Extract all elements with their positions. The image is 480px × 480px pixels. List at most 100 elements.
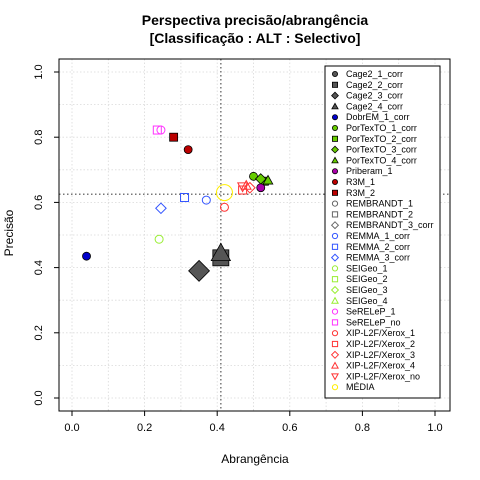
chart-title: Perspectiva precisão/abrangência (142, 12, 369, 28)
legend-marker (331, 384, 339, 391)
legend-marker (331, 91, 339, 100)
y-tick-label: 0.0 (33, 390, 45, 405)
legend-marker (331, 125, 338, 132)
legend-label: REMBRANDT_3_corr (346, 220, 434, 230)
legend-marker (331, 81, 338, 88)
legend-label: REMBRANDT_1 (346, 199, 413, 209)
legend-marker (331, 71, 338, 78)
data-point (201, 195, 211, 205)
legend-label: XIP-L2F/Xerox_4 (346, 361, 415, 371)
x-tick-label: 0.8 (355, 422, 370, 434)
legend-marker (331, 373, 339, 381)
legend-marker (330, 285, 340, 295)
x-tick-label: 0.6 (282, 422, 297, 434)
legend-label: SEIGeo_4 (346, 296, 388, 306)
legend-label: REMMA_1_corr (346, 231, 410, 241)
legend-marker (331, 102, 339, 110)
legend-marker (331, 200, 339, 207)
legend-marker (331, 211, 339, 218)
legend-label: PorTexTO_1_corr (346, 123, 417, 133)
legend-marker (331, 168, 338, 175)
legend-marker (331, 340, 339, 348)
legend-label: Cage2_4_corr (346, 101, 403, 111)
legend-marker (331, 296, 339, 304)
legend-label: Cage2_1_corr (346, 69, 403, 79)
legend-marker (331, 156, 339, 164)
legend-label: REMMA_2_corr (346, 242, 410, 252)
data-point (188, 259, 211, 282)
legend-marker (331, 178, 338, 185)
legend-label: MÉDIA (346, 382, 375, 392)
y-axis-ticks: 0.0 0.2 0.4 0.6 0.8 1.0 (33, 64, 59, 406)
legend-label: PorTexTO_3_corr (346, 145, 417, 155)
legend-label: SeRELeP_no (346, 317, 401, 327)
legend-marker (331, 232, 339, 240)
legend-marker (331, 308, 339, 315)
legend-marker (331, 330, 339, 337)
y-axis-label: Precisão (2, 209, 16, 256)
legend-label: Priberam_1 (346, 166, 393, 176)
legend-marker (330, 350, 340, 359)
data-point (249, 171, 258, 181)
x-tick-label: 0.0 (64, 422, 79, 434)
legend-label: SEIGeo_2 (346, 274, 388, 284)
legend-marker (331, 114, 338, 121)
data-point (219, 202, 229, 212)
legend-marker (331, 243, 339, 250)
data-point (82, 251, 91, 261)
legend-marker (331, 189, 338, 196)
legend-label: Cage2_2_corr (346, 80, 403, 90)
legend-label: XIP-L2F/Xerox_3 (346, 350, 415, 360)
legend-marker (331, 361, 339, 369)
data-point (256, 183, 266, 193)
legend-marker (330, 221, 340, 230)
legend-marker (331, 145, 339, 154)
y-tick-label: 0.8 (33, 130, 45, 145)
legend-box (324, 65, 441, 399)
legend-marker (331, 319, 339, 326)
y-tick-label: 1.0 (33, 64, 45, 79)
legend-marker (331, 265, 339, 272)
plot-frame (58, 58, 451, 412)
legend-label: XIP-L2F/Xerox_2 (346, 339, 415, 349)
legend-label: PorTexTO_4_corr (346, 155, 417, 165)
legend-label: SEIGeo_3 (346, 285, 388, 295)
x-tick-label: 0.4 (210, 422, 225, 434)
x-axis-label: Abrangência (221, 452, 289, 466)
data-point (152, 125, 162, 135)
data-point (262, 174, 274, 185)
chart-subtitle: [Classificação : ALT : Selectivo] (150, 30, 361, 46)
data-point (169, 132, 179, 142)
legend-label: R3M_1 (346, 177, 375, 187)
legend-label: REMMA_3_corr (346, 253, 410, 263)
legend-label: SeRELeP_1 (346, 307, 396, 317)
legend-label: XIP-L2F/Xerox_1 (346, 328, 415, 338)
data-points (82, 125, 274, 282)
data-point (154, 234, 164, 244)
data-point (243, 181, 256, 194)
data-point (180, 193, 190, 203)
legend-label: DobrEM_1_corr (346, 112, 410, 122)
y-tick-label: 0.4 (33, 260, 45, 275)
x-tick-label: 0.2 (137, 422, 152, 434)
legend-label: SEIGeo_1 (346, 263, 388, 273)
x-tick-label: 1.0 (427, 422, 442, 434)
data-point (215, 184, 233, 202)
legend-label: Cage2_3_corr (346, 91, 403, 101)
data-point (236, 182, 249, 193)
data-point (155, 202, 167, 215)
data-point (210, 242, 232, 262)
legend-label: REMBRANDT_2 (346, 209, 413, 219)
x-axis-ticks: 0.0 0.2 0.4 0.6 0.8 1.0 (64, 411, 443, 434)
y-tick-label: 0.2 (33, 325, 45, 340)
legend-label: PorTexTO_2_corr (346, 134, 417, 144)
legend-marker (330, 253, 340, 262)
data-point (183, 145, 193, 154)
legend-label: R3M_2 (346, 188, 375, 198)
data-point (240, 179, 252, 190)
legend-marker (331, 135, 338, 142)
legend-marker (331, 276, 339, 283)
reference-lines (59, 59, 450, 411)
legend-label: XIP-L2F/Xerox_no (346, 371, 420, 381)
